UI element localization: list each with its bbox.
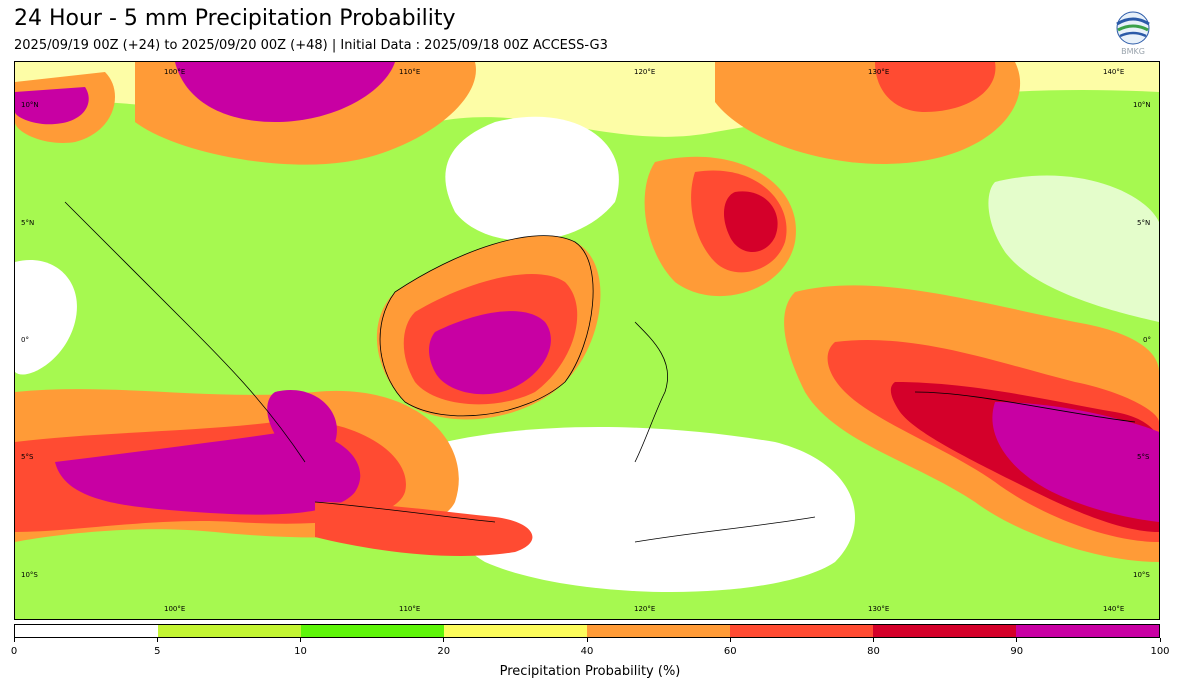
lat-label-5n-right: 5°N [1137,219,1151,227]
colorbar-tick-mark [156,638,158,642]
colorbar-tick-label: 80 [867,646,880,657]
lon-label-130e-bottom: 130°E [868,605,890,613]
colorbar [14,624,1160,638]
lat-label-10n-right: 10°N [1133,101,1151,109]
colorbar-label: Precipitation Probability (%) [499,664,681,679]
lon-label-110e-bottom: 110°E [399,605,421,613]
lat-label-5n-left: 5°N [21,219,35,227]
colorbar-tick-mark [1016,638,1018,642]
map-canvas [15,62,1159,620]
colorbar-tick-label: 40 [580,646,594,657]
colorbar-tick-label: 10 [294,646,307,657]
lon-label-140e-bottom: 140°E [1103,605,1125,613]
colorbar-tick-label: 60 [723,646,737,657]
lon-label-110e-top: 110°E [399,68,421,76]
lat-label-10s-right: 10°S [1133,571,1150,579]
colorbar-tick-mark [13,638,15,642]
colorbar-segment-5 [730,625,873,637]
map-subtitle: 2025/09/19 00Z (+24) to 2025/09/20 00Z (… [14,38,608,53]
lon-label-120e-top: 120°E [634,68,656,76]
colorbar-segment-7 [1016,625,1159,637]
colorbar-segment-1 [158,625,301,637]
precipitation-map[interactable]: 100°E 110°E 120°E 130°E 140°E 100°E 110°… [14,61,1160,620]
lat-label-0-right: 0° [1143,336,1151,344]
bmkg-logo: BMKG [1113,10,1153,56]
colorbar-segment-6 [873,625,1016,637]
colorbar-segment-4 [587,625,730,637]
colorbar-tick-mark [873,638,874,642]
lon-label-130e-top: 130°E [868,68,890,76]
colorbar-tick-label: 0 [10,646,18,657]
lon-label-100e-bottom: 100°E [164,605,186,613]
lat-label-10n-left: 10°N [21,101,39,109]
lon-label-120e-bottom: 120°E [634,605,656,613]
lat-label-5s-right: 5°S [1137,453,1150,461]
colorbar-tick-mark [443,638,445,642]
colorbar-tick-label: 20 [437,646,451,657]
colorbar-segment-2 [301,625,444,637]
colorbar-segment-3 [444,625,587,637]
colorbar-segment-0 [15,625,158,637]
lon-label-140e-top: 140°E [1103,68,1125,76]
lat-label-10s-left: 10°S [21,571,38,579]
map-title: 24 Hour - 5 mm Precipitation Probability [14,6,456,31]
colorbar-tick-label: 5 [154,646,161,657]
colorbar-tick-label: 90 [1010,646,1024,657]
logo-text: BMKG [1121,47,1145,56]
colorbar-tick-label: 100 [1150,646,1170,657]
lat-label-5s-left: 5°S [21,453,34,461]
lat-label-0-left: 0° [21,336,29,344]
lon-label-100e-top: 100°E [164,68,186,76]
colorbar-tick-mark [300,638,301,642]
colorbar-tick-mark [1159,638,1161,642]
colorbar-tick-mark [729,638,731,642]
colorbar-tick-mark [586,638,588,642]
